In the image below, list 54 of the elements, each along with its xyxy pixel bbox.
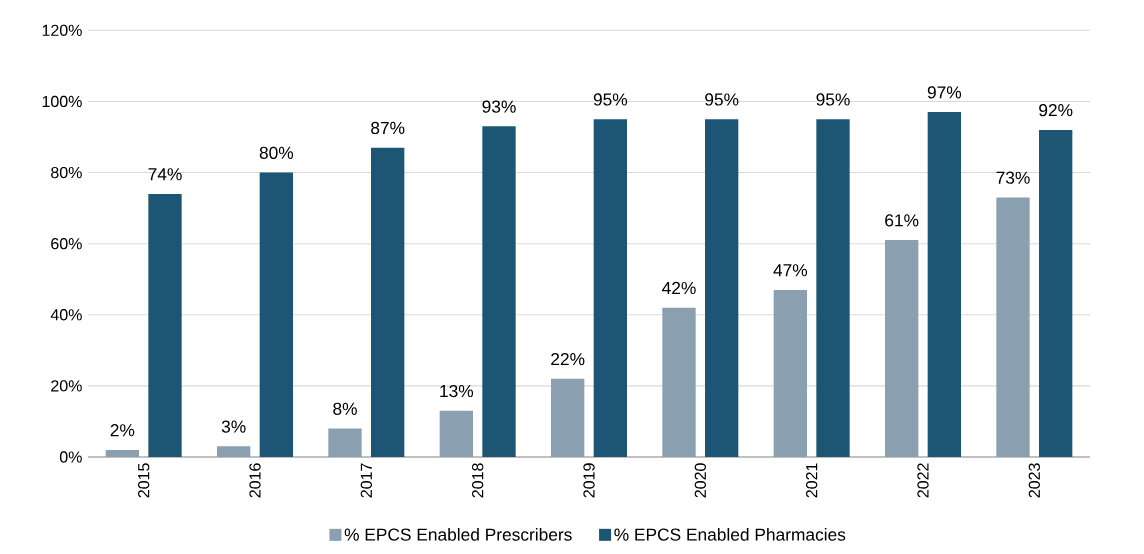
bar [148, 193, 182, 457]
bar [439, 410, 474, 457]
x-tick-label: 2022 [917, 463, 929, 498]
data-label: 95% [705, 93, 739, 106]
y-tick-label: 120% [42, 24, 82, 36]
data-label: 95% [816, 93, 850, 106]
data-label: 61% [885, 214, 919, 227]
bar [662, 307, 696, 457]
bar [105, 449, 139, 457]
data-label: 95% [593, 93, 628, 106]
x-tick-label: 2021 [806, 463, 818, 498]
data-label: 8% [333, 402, 357, 415]
data-label: 2% [110, 424, 135, 437]
data-label: 74% [148, 168, 182, 181]
legend-label: % EPCS Enabled Prescribers [344, 528, 572, 541]
x-tick-label: 2023 [1028, 463, 1040, 498]
bar [482, 126, 516, 457]
bar [816, 119, 850, 457]
data-label: 73% [996, 171, 1030, 184]
bar [217, 446, 251, 457]
x-tick-label: 2017 [360, 463, 372, 498]
data-label: 87% [371, 121, 405, 135]
y-tick-label: 100% [42, 95, 82, 108]
legend-label: % EPCS Enabled Pharmacies [614, 528, 846, 541]
bar [885, 240, 919, 457]
bar [927, 112, 961, 457]
y-tick-label: 0% [59, 451, 82, 463]
x-tick-label: 2019 [583, 463, 595, 498]
x-tick-label: 2016 [249, 463, 261, 498]
data-label: 47% [773, 264, 808, 277]
x-tick-label: 2015 [138, 463, 150, 498]
bar [705, 119, 739, 457]
y-tick-label: 20% [51, 380, 82, 392]
bar [593, 119, 628, 457]
data-label: 3% [221, 420, 246, 433]
y-tick-label: 40% [50, 309, 82, 321]
data-label: 13% [440, 384, 474, 398]
data-label: 92% [1039, 104, 1073, 117]
y-tick-label: 60% [51, 238, 82, 250]
bar [551, 378, 585, 457]
y-tick-label: 80% [51, 166, 82, 179]
bar [773, 289, 808, 457]
bar [328, 428, 362, 457]
bar [371, 147, 405, 457]
data-label: 80% [259, 146, 294, 159]
data-label: 22% [551, 352, 585, 366]
x-tick-label: 2020 [694, 463, 706, 498]
data-label: 97% [927, 86, 962, 99]
data-label: 93% [482, 100, 516, 113]
bar [1039, 129, 1073, 457]
bar [996, 197, 1030, 457]
x-tick-label: 2018 [472, 463, 484, 498]
bar [259, 172, 294, 457]
data-label: 42% [662, 281, 696, 295]
